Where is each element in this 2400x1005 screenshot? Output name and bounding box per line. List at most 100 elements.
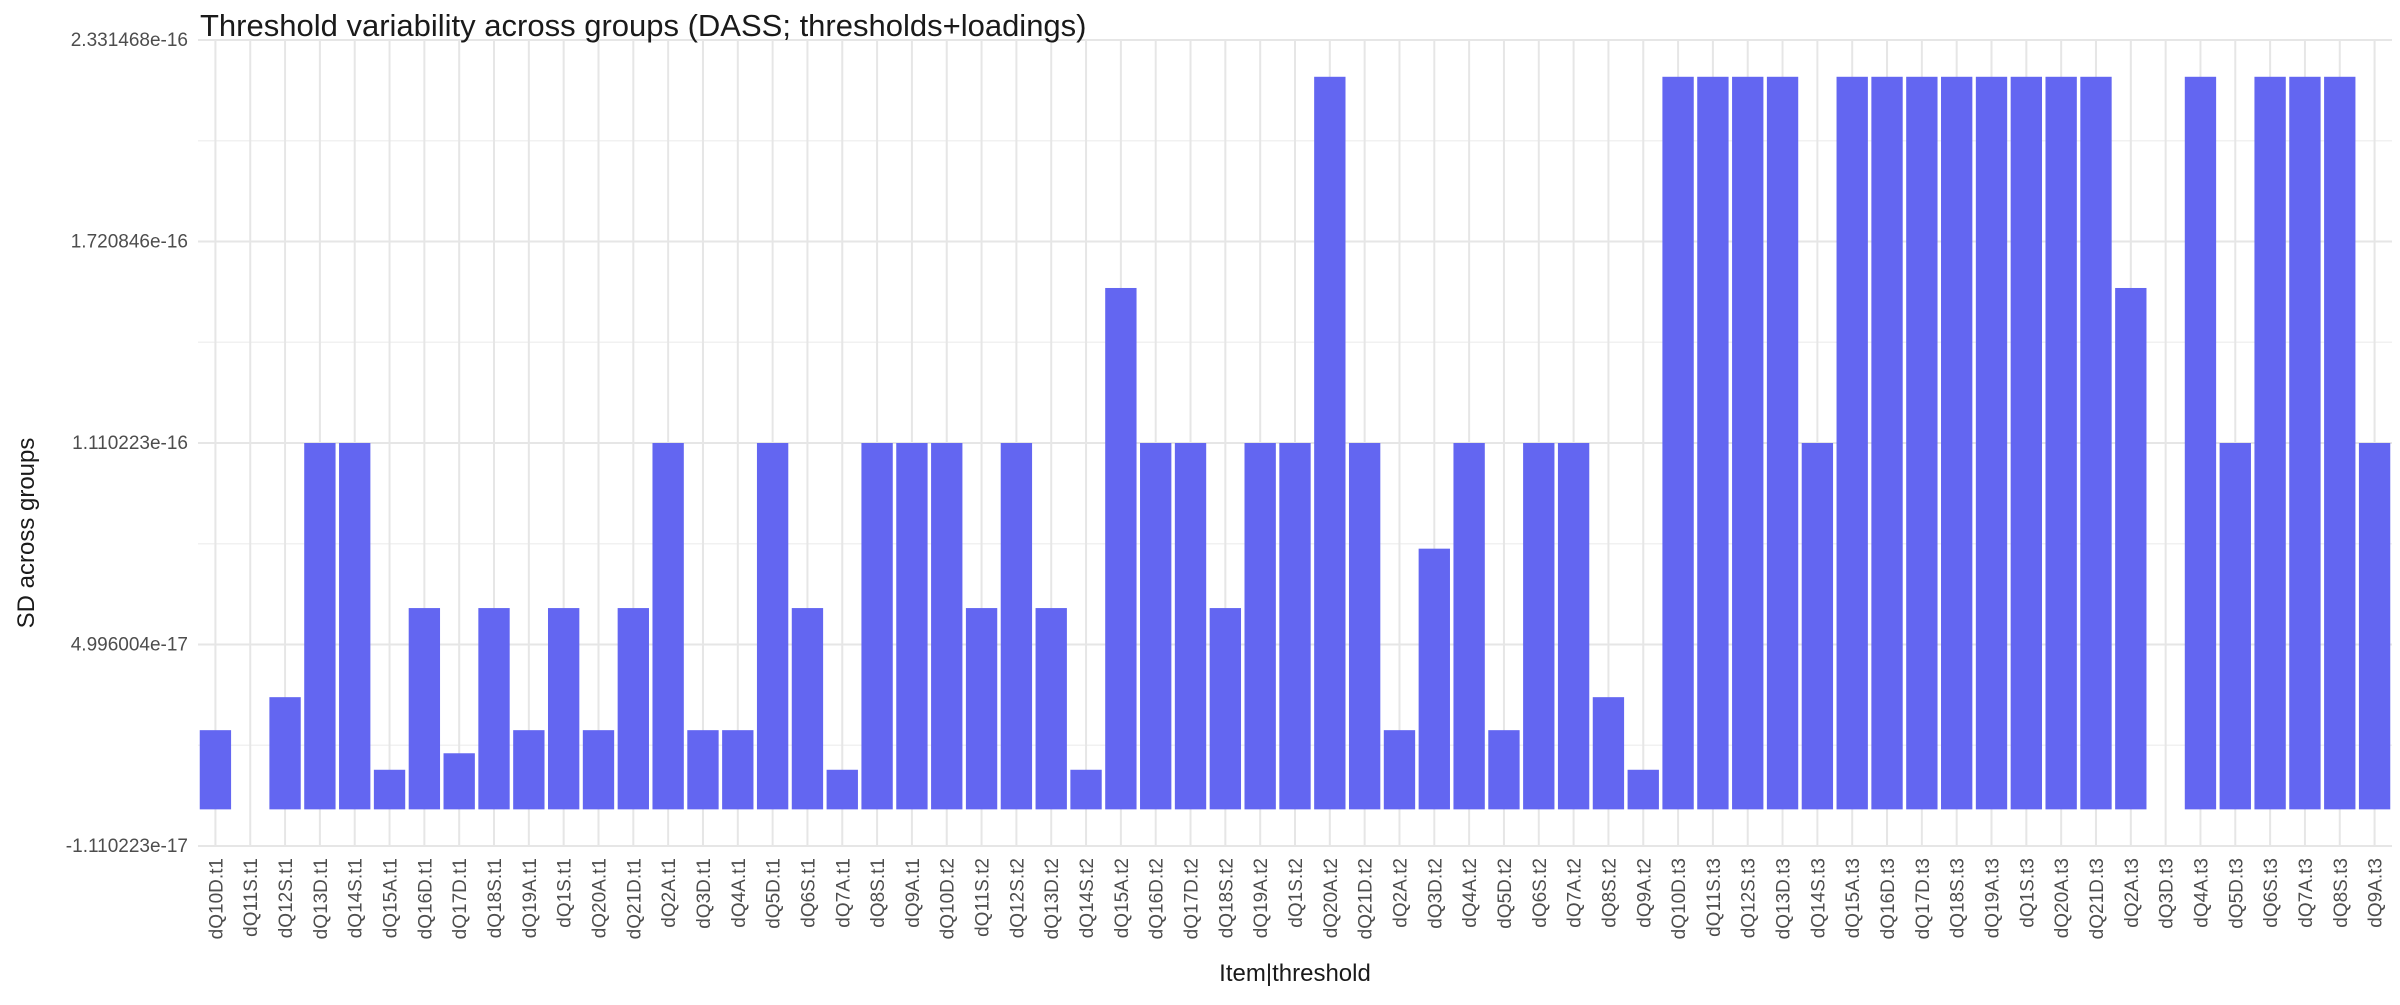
bar	[1279, 442, 1311, 810]
bar	[617, 608, 649, 810]
bar	[2184, 76, 2217, 810]
bar	[1453, 442, 1485, 810]
x-tick-label: dQ1S.t1	[555, 858, 576, 928]
bar	[1140, 442, 1172, 810]
bar	[269, 697, 301, 810]
y-tick-label: 1.720846e-16	[71, 231, 188, 252]
x-tick-label: dQ7A.t2	[1565, 858, 1586, 928]
x-tick-label: dQ14S.t1	[346, 858, 367, 938]
x-tick-label: dQ15A.t1	[381, 858, 402, 938]
x-tick-label: dQ20A.t2	[1321, 858, 1342, 938]
x-tick-label: dQ8S.t1	[868, 858, 889, 928]
bar	[1105, 287, 1137, 810]
bar	[931, 442, 963, 810]
y-tick-label: 4.996004e-17	[71, 634, 188, 655]
bar	[1000, 442, 1033, 810]
bar	[1035, 608, 1067, 810]
x-tick-label: dQ1S.t3	[2017, 858, 2038, 928]
bar	[652, 442, 684, 810]
x-tick-label: dQ21D.t3	[2087, 858, 2108, 939]
x-tick-label: dQ3D.t3	[2157, 858, 2178, 929]
x-tick-label: dQ16D.t1	[415, 858, 436, 939]
bar	[2324, 76, 2356, 810]
bar	[2115, 287, 2147, 810]
y-tick-label: -1.110223e-17	[66, 836, 188, 857]
x-tick-label: dQ20A.t3	[2052, 858, 2073, 938]
bar	[304, 442, 336, 810]
bar	[2254, 76, 2286, 810]
x-tick-label: dQ13D.t3	[1774, 858, 1795, 939]
x-tick-label: dQ19A.t3	[1983, 858, 2004, 938]
x-tick-label: dQ18S.t1	[485, 858, 506, 938]
x-tick-label: dQ13D.t1	[311, 858, 332, 939]
bar	[1244, 442, 1276, 810]
bar	[756, 442, 789, 810]
bar	[1801, 442, 1834, 810]
x-axis-title: Item|threshold	[1219, 960, 1371, 987]
x-tick-label: dQ9A.t2	[1634, 858, 1655, 928]
x-tick-label: dQ7A.t3	[2296, 858, 2317, 928]
bar	[1627, 769, 1659, 810]
y-tick-label: 1.110223e-16	[72, 433, 188, 454]
x-tick-label: dQ4A.t1	[729, 858, 750, 928]
bar	[1697, 76, 1729, 810]
bar	[1523, 442, 1555, 810]
x-tick-label: dQ4A.t2	[1460, 858, 1481, 928]
bar	[2045, 76, 2077, 810]
bar	[373, 769, 406, 810]
x-tick-label: dQ21D.t2	[1356, 858, 1377, 939]
bar	[861, 442, 893, 810]
x-tick-label: dQ6S.t2	[1530, 858, 1551, 928]
x-tick-label: dQ11S.t1	[241, 858, 262, 937]
bar	[1975, 76, 2008, 810]
x-tick-label: dQ16D.t3	[1878, 858, 1899, 939]
bar	[2080, 76, 2112, 810]
x-tick-label: dQ10D.t2	[938, 858, 959, 939]
bar	[408, 608, 441, 810]
bar	[1314, 76, 1346, 810]
x-tick-label: dQ13D.t2	[1042, 858, 1063, 939]
x-tick-label: dQ12S.t3	[1739, 858, 1760, 938]
x-tick-label: dQ16D.t2	[1147, 858, 1168, 939]
x-tick-label: dQ2A.t3	[2122, 858, 2143, 928]
bar	[1383, 730, 1416, 810]
bar	[1557, 442, 1590, 810]
bar	[687, 730, 719, 810]
x-tick-label: dQ9A.t1	[903, 858, 924, 928]
bar	[2219, 442, 2251, 810]
x-tick-label: dQ17D.t2	[1182, 858, 1203, 939]
bar	[582, 730, 615, 810]
x-tick-label: dQ17D.t1	[450, 858, 471, 939]
x-tick-label: dQ1S.t2	[1286, 858, 1307, 928]
x-tick-label: dQ5D.t1	[764, 858, 785, 929]
y-tick-label: 2.331468e-16	[71, 30, 188, 51]
bar	[1836, 76, 1868, 810]
x-tick-label: dQ18S.t2	[1216, 858, 1237, 938]
bar	[965, 608, 998, 810]
x-tick-label: dQ7A.t1	[833, 858, 854, 928]
x-tick-label: dQ6S.t1	[798, 858, 819, 928]
bar	[2289, 76, 2321, 810]
bar	[1488, 730, 1520, 810]
bar	[513, 730, 545, 810]
x-tick-label: dQ20A.t1	[589, 858, 610, 938]
bar	[1906, 76, 1938, 810]
bar	[1174, 442, 1207, 810]
x-tick-label: dQ15A.t3	[1843, 858, 1864, 938]
x-tick-label: dQ14S.t2	[1077, 858, 1098, 938]
x-tick-label: dQ19A.t1	[520, 858, 541, 938]
x-tick-label: dQ21D.t1	[624, 858, 645, 939]
bar	[1348, 442, 1381, 810]
bar	[443, 753, 475, 810]
bar	[1662, 76, 1694, 810]
bar	[1941, 76, 1973, 810]
x-tick-label: dQ17D.t3	[1913, 858, 1934, 939]
x-tick-label: dQ2A.t2	[1390, 858, 1411, 928]
x-tick-label: dQ9A.t3	[2366, 858, 2387, 928]
x-tick-label: dQ14S.t3	[1808, 858, 1829, 938]
bar	[1418, 548, 1450, 810]
bar	[1732, 76, 1764, 810]
bar	[478, 608, 510, 810]
x-tick-label: dQ12S.t2	[1007, 858, 1028, 938]
